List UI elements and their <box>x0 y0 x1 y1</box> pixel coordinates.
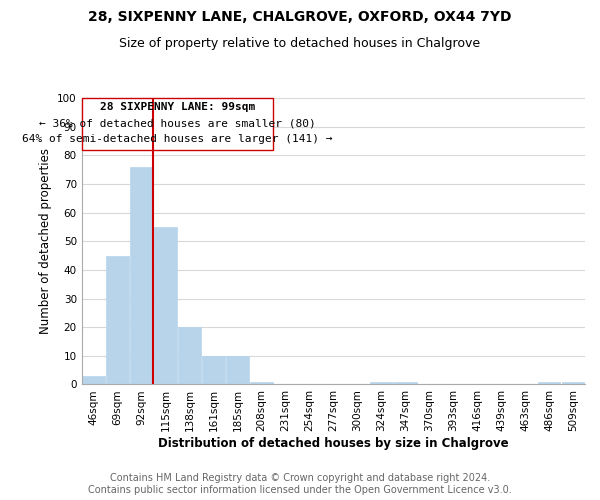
Bar <box>82 376 105 384</box>
Text: ← 36% of detached houses are smaller (80): ← 36% of detached houses are smaller (80… <box>39 118 316 128</box>
Text: 28 SIXPENNY LANE: 99sqm: 28 SIXPENNY LANE: 99sqm <box>100 102 255 113</box>
Bar <box>538 382 560 384</box>
Bar <box>370 382 392 384</box>
Bar <box>106 256 129 384</box>
Bar <box>154 227 177 384</box>
Bar <box>394 382 416 384</box>
FancyBboxPatch shape <box>82 98 274 150</box>
Bar <box>130 167 153 384</box>
Bar <box>178 327 201 384</box>
Text: 64% of semi-detached houses are larger (141) →: 64% of semi-detached houses are larger (… <box>22 134 333 144</box>
Bar <box>202 356 225 384</box>
Text: Contains HM Land Registry data © Crown copyright and database right 2024.
Contai: Contains HM Land Registry data © Crown c… <box>88 474 512 495</box>
Bar <box>562 382 584 384</box>
Text: Size of property relative to detached houses in Chalgrove: Size of property relative to detached ho… <box>119 38 481 51</box>
X-axis label: Distribution of detached houses by size in Chalgrove: Distribution of detached houses by size … <box>158 437 509 450</box>
Bar <box>226 356 249 384</box>
Y-axis label: Number of detached properties: Number of detached properties <box>38 148 52 334</box>
Text: 28, SIXPENNY LANE, CHALGROVE, OXFORD, OX44 7YD: 28, SIXPENNY LANE, CHALGROVE, OXFORD, OX… <box>88 10 512 24</box>
Bar <box>250 382 273 384</box>
